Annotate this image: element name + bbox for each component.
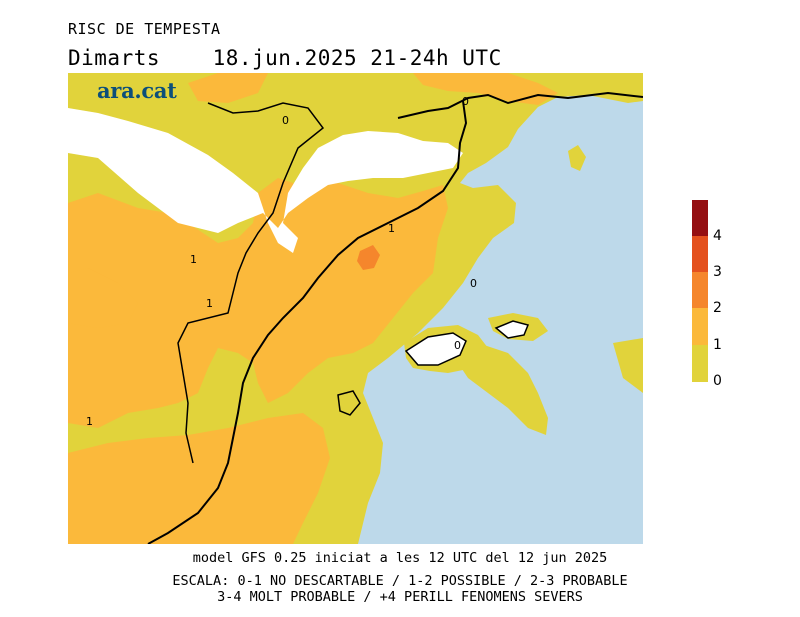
contour-label: 0 bbox=[454, 339, 461, 352]
scale-label-0: 0 bbox=[713, 373, 722, 389]
contour-label: 0 bbox=[282, 114, 289, 127]
contour-label: 0 bbox=[470, 277, 477, 290]
scale-description-2: 3-4 MOLT PROBABLE / +4 PERILL FENOMENS S… bbox=[217, 589, 583, 605]
land-level-1-2-north bbox=[188, 73, 268, 103]
coastline bbox=[147, 100, 468, 544]
mallorca-white-patch bbox=[404, 332, 467, 366]
scale-description-1: ESCALA: 0-1 NO DESCARTABLE / 1-2 POSSIBL… bbox=[172, 573, 628, 589]
scale-level-1-2 bbox=[692, 308, 708, 345]
land-level-1-2 bbox=[68, 178, 448, 428]
scale-label-2: 2 bbox=[713, 300, 722, 316]
contour-label: 1 bbox=[206, 297, 213, 310]
contour-label: 1 bbox=[388, 222, 395, 235]
land-level-1-2-east bbox=[413, 73, 558, 105]
storm-risk-map: 0 0 0 0 1 1 1 1 bbox=[68, 73, 643, 544]
border-line bbox=[177, 102, 325, 464]
scale-level-4-plus bbox=[692, 200, 708, 236]
ara-cat-logo: ara.cat bbox=[97, 78, 177, 103]
mallorca-east bbox=[448, 343, 548, 435]
scale-level-0-1 bbox=[692, 345, 708, 382]
scale-label-3: 3 bbox=[713, 264, 722, 280]
map-title: RISC DE TEMPESTA bbox=[68, 20, 221, 38]
scale-level-2-3 bbox=[692, 272, 708, 308]
risk-color-scale bbox=[692, 200, 708, 382]
sardinia-edge bbox=[613, 338, 643, 393]
ibiza-coast bbox=[337, 390, 361, 416]
land-level-1-2-west bbox=[68, 268, 138, 328]
contour-label: 1 bbox=[86, 415, 93, 428]
north-east-islet bbox=[568, 145, 586, 171]
contour-label: 0 bbox=[462, 95, 469, 108]
scale-label-1: 1 bbox=[713, 337, 722, 353]
model-info: model GFS 0.25 iniciat a les 12 UTC del … bbox=[192, 550, 608, 566]
no-data-region bbox=[68, 108, 463, 253]
top-coast bbox=[397, 91, 643, 119]
contour-label: 1 bbox=[190, 253, 197, 266]
forecast-date: Dimarts 18.jun.2025 21-24h UTC bbox=[68, 46, 502, 70]
menorca-white-patch bbox=[494, 320, 530, 339]
scale-level-3-4 bbox=[692, 236, 708, 272]
land-level-1-2-south bbox=[68, 413, 330, 544]
scale-label-4: 4 bbox=[713, 228, 722, 244]
land-level-2-3 bbox=[357, 245, 380, 270]
